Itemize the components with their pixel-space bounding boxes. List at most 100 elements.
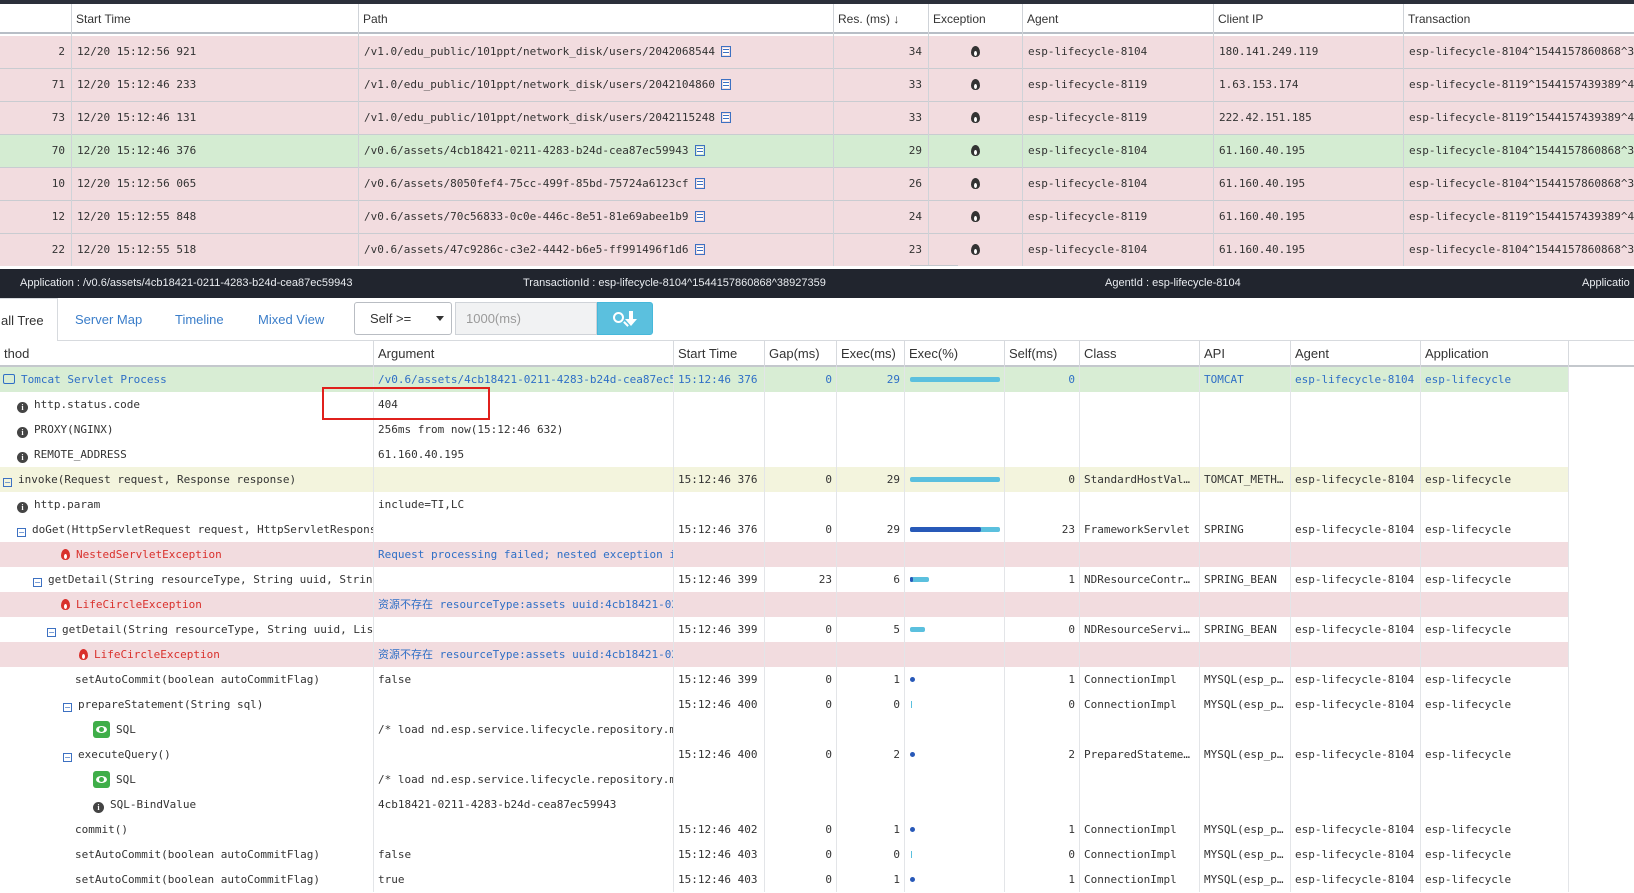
path-text[interactable]: /v0.6/assets/47c9286c-c3e2-4442-b6e5-ff9… xyxy=(364,243,689,256)
application-cell: esp-lifecycle xyxy=(1421,842,1569,867)
path-text[interactable]: /v1.0/edu_public/101ppt/network_disk/use… xyxy=(364,111,715,124)
sql-view-icon[interactable] xyxy=(93,771,110,788)
call-tree-row[interactable]: SQL /* load nd.esp.service.lifecycle.repo… xyxy=(0,767,1569,792)
transaction-row[interactable]: 70 12/20 15:12:46 376/v0.6/assets/4cb1842… xyxy=(0,135,1634,168)
exception-fire-icon[interactable] xyxy=(970,79,980,90)
exception-fire-icon[interactable] xyxy=(970,178,980,189)
collapse-toggle-icon[interactable]: − xyxy=(33,578,42,587)
col-method[interactable]: thod xyxy=(0,341,374,367)
header-start-time[interactable]: Start Time xyxy=(76,12,131,26)
info-icon: i xyxy=(17,452,28,463)
exception-fire-icon[interactable] xyxy=(970,211,980,222)
call-tree-row[interactable]: − executeQuery() 15:12:46 400 0 2 2 PreparedSt… xyxy=(0,742,1569,767)
call-tree-row[interactable]: i SQL-BindValue 4cb18421-0211-4283-b24d-ce… xyxy=(0,792,1569,817)
document-icon[interactable] xyxy=(721,112,731,123)
class-cell xyxy=(1080,417,1200,442)
path-text[interactable]: /v1.0/edu_public/101ppt/network_disk/use… xyxy=(364,45,715,58)
col-application[interactable]: Application xyxy=(1421,341,1569,367)
exec-pct-cell xyxy=(905,517,1005,542)
transaction-row[interactable]: 10 12/20 15:12:56 065/v0.6/assets/8050fef… xyxy=(0,168,1634,201)
header-client-ip[interactable]: Client IP xyxy=(1218,12,1264,26)
method-cell: SQL xyxy=(0,717,374,742)
call-tree-row[interactable]: − prepareStatement(String sql) 15:12:46 40… xyxy=(0,692,1569,717)
call-tree-row[interactable]: setAutoCommit(boolean autoCommitFlag) fal… xyxy=(0,667,1569,692)
call-tree-row[interactable]: − doGet(HttpServletRequest request, HttpS… xyxy=(0,517,1569,542)
transaction-row[interactable]: 71 12/20 15:12:46 233/v1.0/edu_public/101… xyxy=(0,69,1634,102)
exception-fire-icon[interactable] xyxy=(970,112,980,123)
tab-server-map[interactable]: Server Map xyxy=(75,312,143,327)
call-tree-row[interactable]: i http.param include=TI,LC xyxy=(0,492,1569,517)
col-agent[interactable]: Agent xyxy=(1291,341,1421,367)
call-tree-row[interactable]: i PROXY(NGINX) 256ms from now(15:12:46 632… xyxy=(0,417,1569,442)
tab-mixed-view[interactable]: Mixed View xyxy=(258,312,325,327)
server-icon xyxy=(3,374,15,384)
header-transaction[interactable]: Transaction xyxy=(1408,12,1471,26)
call-tree-row[interactable]: − getDetail(String resourceType, String u… xyxy=(0,617,1569,642)
col-gap[interactable]: Gap(ms) xyxy=(765,341,837,367)
document-icon[interactable] xyxy=(694,211,705,222)
collapse-toggle-icon[interactable]: − xyxy=(63,753,72,762)
exception-fire-icon[interactable] xyxy=(970,46,980,57)
sql-view-icon[interactable] xyxy=(93,721,110,738)
document-icon[interactable] xyxy=(694,178,705,189)
highlight-box xyxy=(322,387,490,420)
self-filter-select[interactable]: Self >= xyxy=(354,302,452,335)
col-self[interactable]: Self(ms) xyxy=(1005,341,1080,367)
transaction-row[interactable]: 12 12/20 15:12:55 848/v0.6/assets/70c5683… xyxy=(0,201,1634,234)
call-tree-row[interactable]: i http.status.code 404 xyxy=(0,392,1569,417)
path-text[interactable]: /v0.6/assets/70c56833-0c0e-446c-8e51-81e… xyxy=(364,210,689,223)
header-agent[interactable]: Agent xyxy=(1027,12,1059,26)
start-time-cell xyxy=(674,442,765,467)
tab-timeline[interactable]: Timeline xyxy=(175,312,224,327)
path-text[interactable]: /v1.0/edu_public/101ppt/network_disk/use… xyxy=(364,78,715,91)
collapse-toggle-icon[interactable]: − xyxy=(17,528,26,537)
col-api[interactable]: API xyxy=(1200,341,1291,367)
path-text[interactable]: /v0.6/assets/8050fef4-75cc-499f-85bd-757… xyxy=(364,177,689,190)
col-class[interactable]: Class xyxy=(1080,341,1200,367)
header-res-ms[interactable]: Res. (ms) ↓ xyxy=(838,12,900,26)
transaction-row[interactable]: 2 12/20 15:12:56 921/v1.0/edu_public/101p… xyxy=(0,36,1634,69)
transaction-row[interactable]: 73 12/20 15:12:46 131/v1.0/edu_public/101… xyxy=(0,102,1634,135)
exception-fire-icon[interactable] xyxy=(970,145,980,156)
call-tree-row[interactable]: LifeCircleException 资源不存在 resourceType:as… xyxy=(0,642,1569,667)
call-tree-row[interactable]: i REMOTE_ADDRESS 61.160.40.195 xyxy=(0,442,1569,467)
tab-call-tree[interactable]: all Tree xyxy=(0,298,58,342)
call-tree-row[interactable]: Tomcat Servlet Process/v0.6/assets/4cb18… xyxy=(0,367,1569,392)
start-time-cell: 12/20 15:12:55 518 xyxy=(77,243,197,256)
exception-cell xyxy=(928,234,1022,266)
collapse-toggle-icon[interactable]: − xyxy=(47,628,56,637)
exception-fire-icon[interactable] xyxy=(970,244,980,255)
method-cell: − getDetail(String resourceType, String u… xyxy=(0,617,374,642)
api-cell xyxy=(1200,442,1291,467)
ms-filter-input[interactable]: 1000(ms) xyxy=(455,302,597,335)
horizontal-scrollbar-thumb[interactable] xyxy=(910,265,958,266)
call-tree-row[interactable]: commit() 15:12:46 402 0 1 1 ConnectionImpl MYS… xyxy=(0,817,1569,842)
call-tree-row[interactable]: LifeCircleException 资源不存在 resourceType:as… xyxy=(0,592,1569,617)
call-tree-row[interactable]: SQL /* load nd.esp.service.lifecycle.repo… xyxy=(0,717,1569,742)
document-icon[interactable] xyxy=(721,46,731,57)
transaction-row[interactable]: 22 12/20 15:12:55 518/v0.6/assets/47c9286… xyxy=(0,234,1634,266)
exception-cell xyxy=(928,36,1022,68)
header-path[interactable]: Path xyxy=(363,12,388,26)
header-index[interactable] xyxy=(0,4,71,34)
collapse-toggle-icon[interactable]: − xyxy=(63,703,72,712)
document-icon[interactable] xyxy=(694,244,705,255)
call-tree-row[interactable]: NestedServletException Request processing… xyxy=(0,542,1569,567)
call-tree-row[interactable]: − invoke(Request request, Response respon… xyxy=(0,467,1569,492)
document-icon[interactable] xyxy=(694,145,705,156)
col-exec-pct[interactable]: Exec(%) xyxy=(905,341,1005,367)
start-time-cell: 15:12:46 402 xyxy=(674,817,765,842)
call-tree-row[interactable]: − getDetail(String resourceType, String u… xyxy=(0,567,1569,592)
collapse-toggle-icon[interactable]: − xyxy=(3,478,12,487)
call-tree-row[interactable]: setAutoCommit(boolean autoCommitFlag) fal… xyxy=(0,842,1569,867)
start-time-cell: 12/20 15:12:46 131 xyxy=(77,111,197,124)
call-tree-row[interactable]: setAutoCommit(boolean autoCommitFlag) tru… xyxy=(0,867,1569,892)
header-exception[interactable]: Exception xyxy=(933,12,986,26)
method-name: PROXY(NGINX) xyxy=(34,423,114,436)
search-button[interactable] xyxy=(597,302,653,335)
document-icon[interactable] xyxy=(721,79,731,90)
path-text[interactable]: /v0.6/assets/4cb18421-0211-4283-b24d-cea… xyxy=(364,144,689,157)
col-exec[interactable]: Exec(ms) xyxy=(837,341,905,367)
col-argument[interactable]: Argument xyxy=(374,341,674,367)
col-start-time[interactable]: Start Time xyxy=(674,341,765,367)
